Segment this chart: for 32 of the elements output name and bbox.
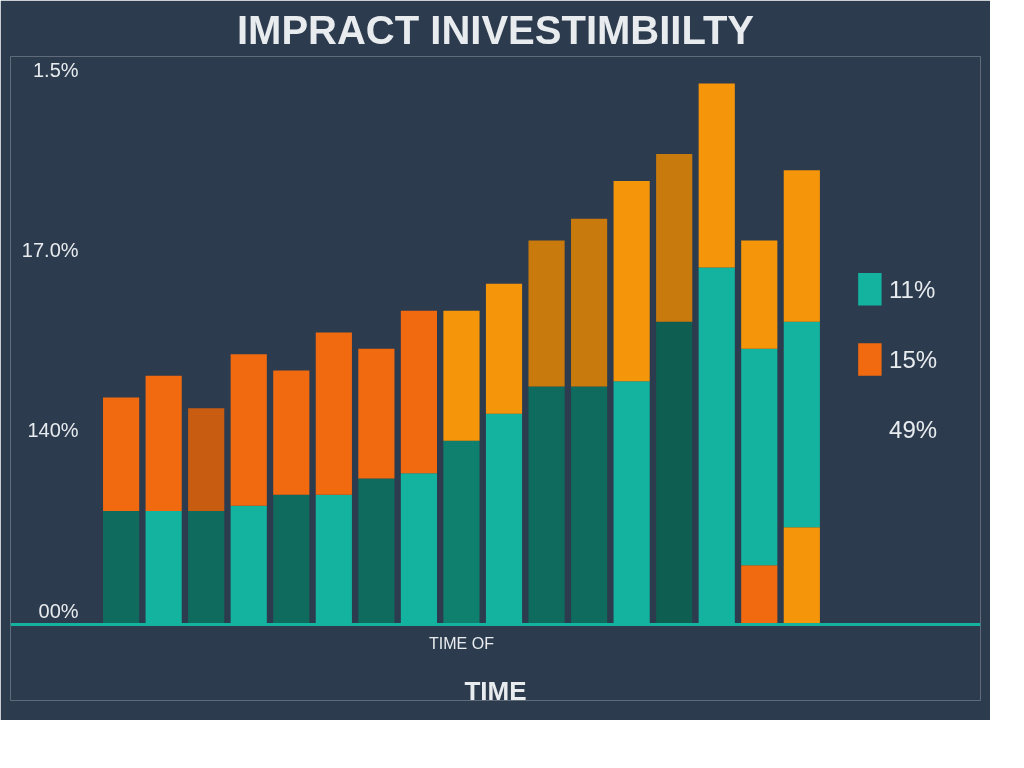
bar [103,511,140,625]
bar [571,386,608,625]
bar [273,494,310,625]
legend-label: 11% [889,275,936,303]
bar [656,153,693,322]
bar [358,478,395,625]
bar [443,440,480,625]
bar [315,332,352,495]
bar [783,527,820,625]
bar [656,321,693,625]
bar [188,408,225,512]
bar [230,354,267,506]
legend-label: 15% [889,346,938,374]
bar [273,370,310,495]
bar [145,375,182,512]
text: 49% [889,416,938,444]
bar [103,397,140,512]
bar [571,218,608,387]
bar [528,386,565,625]
text: 17.0% [21,238,79,261]
text: 1.5% [32,58,79,81]
bar [741,348,778,566]
bar [528,240,565,387]
bar [358,348,395,479]
text: TIME OF [429,635,495,653]
text: 00% [38,599,79,622]
bar [188,511,225,625]
chart-title: IMPRACT INIVESTIMBIILTY [236,7,755,52]
bar [783,321,820,528]
bar [400,310,437,474]
x-axis-title: TIME [464,675,527,706]
text: 140% [27,419,79,442]
